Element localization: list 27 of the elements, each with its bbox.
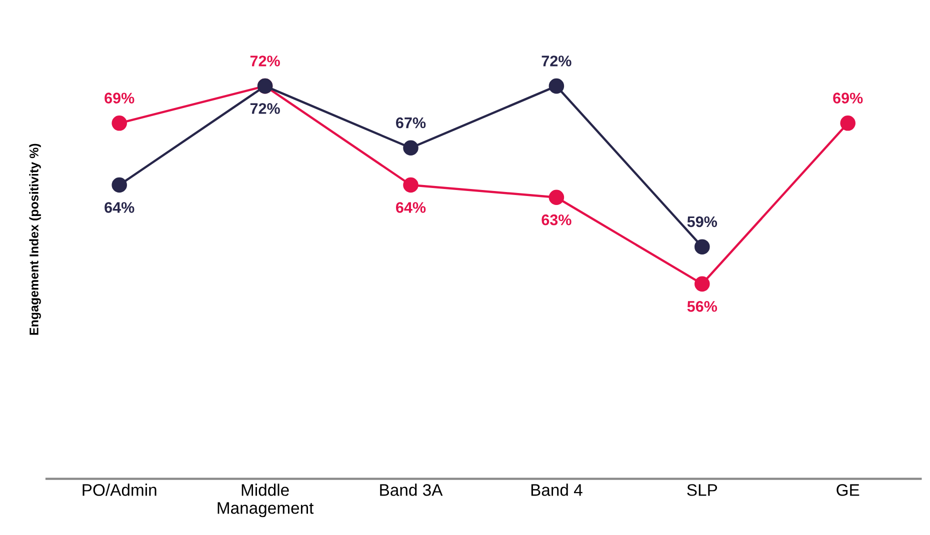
data-label: 64% — [104, 202, 134, 213]
x-tick-label: PO/Admin — [82, 484, 156, 496]
data-label: 69% — [104, 92, 134, 104]
x-tick-label: SLP — [687, 484, 718, 496]
point — [112, 116, 127, 131]
x-tick-label: Middle Management — [218, 484, 314, 518]
point — [694, 239, 710, 254]
data-label: 56% — [687, 301, 718, 312]
data-label: 72% — [542, 56, 572, 66]
data-label: 59% — [687, 216, 718, 228]
x-tick-label: Band 4 — [531, 484, 582, 496]
y-axis-title: Engagement Index (positivity %) — [29, 144, 41, 335]
data-label: 72% — [250, 56, 280, 66]
data-label: 72% — [250, 103, 280, 114]
data-label: 69% — [833, 92, 863, 104]
point — [112, 177, 127, 193]
point — [548, 78, 564, 94]
point — [548, 190, 564, 206]
point — [694, 276, 710, 292]
point — [403, 177, 418, 193]
data-label: 63% — [542, 214, 572, 226]
point — [840, 116, 856, 131]
data-label: 64% — [396, 202, 426, 213]
data-label: 67% — [396, 117, 426, 128]
x-tick-label: Band 3A — [380, 484, 443, 496]
point — [403, 140, 418, 156]
x-tick-label: GE — [836, 484, 860, 496]
